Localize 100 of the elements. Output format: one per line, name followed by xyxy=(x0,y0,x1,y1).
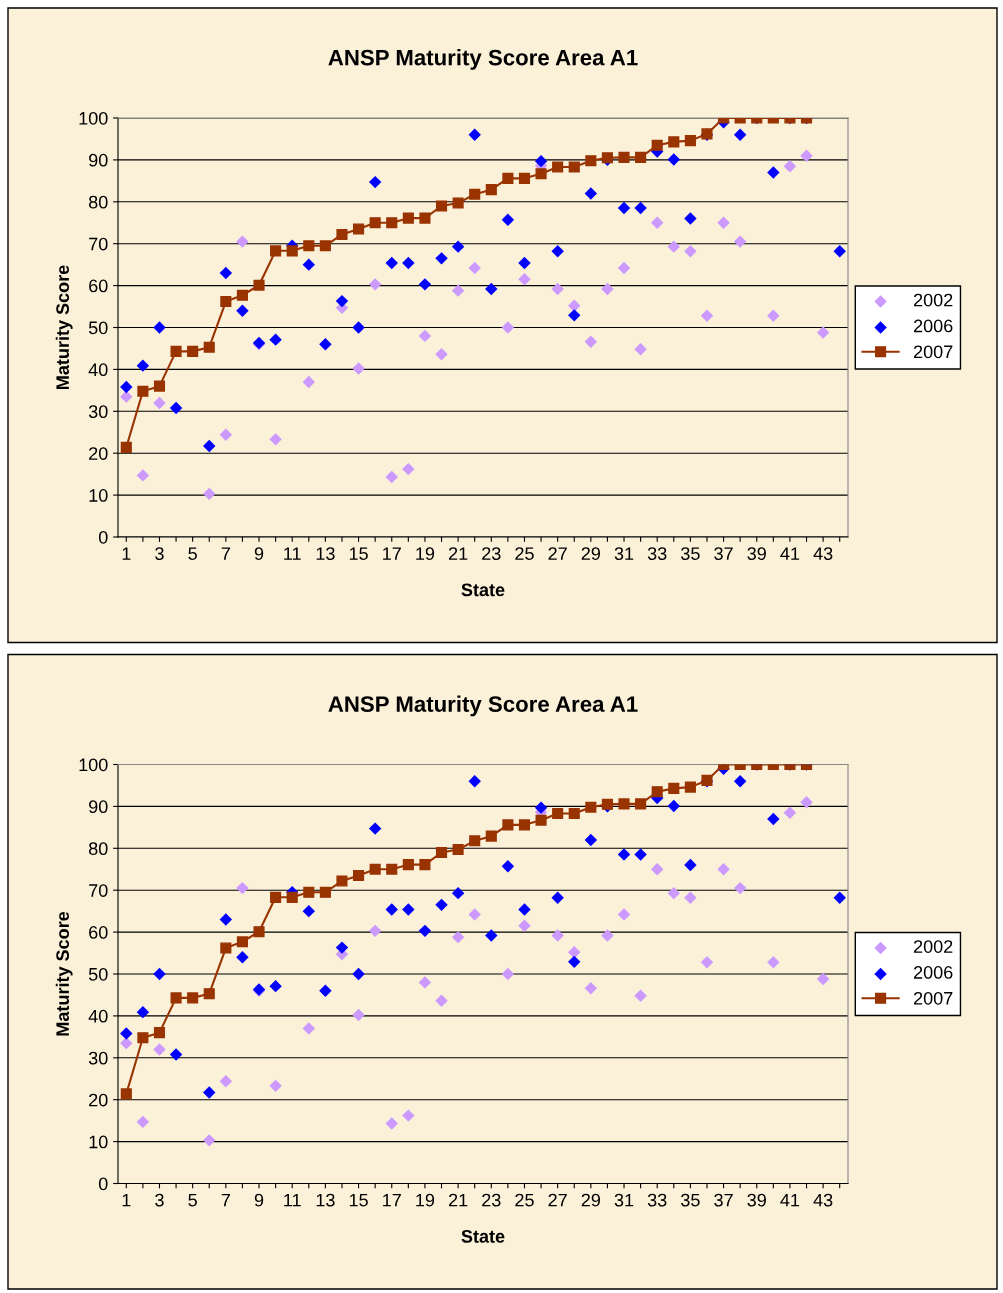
x-tick-label: 43 xyxy=(813,547,833,560)
point xyxy=(369,863,381,875)
point xyxy=(236,936,248,948)
x-tick-label: 3 xyxy=(155,1193,164,1207)
point xyxy=(153,380,166,392)
point xyxy=(302,375,316,389)
point xyxy=(551,891,564,904)
point xyxy=(634,201,647,215)
point xyxy=(353,869,365,882)
point xyxy=(468,261,481,275)
point xyxy=(335,294,349,308)
x-tick-label: 11 xyxy=(284,547,301,560)
point xyxy=(402,903,415,916)
point xyxy=(153,967,166,981)
point xyxy=(302,1022,316,1035)
point xyxy=(352,967,365,981)
point xyxy=(635,151,647,163)
point xyxy=(451,240,465,253)
point xyxy=(667,886,681,900)
x-tick-label: 33 xyxy=(647,547,667,560)
point xyxy=(617,848,631,861)
point xyxy=(667,153,681,166)
point xyxy=(552,807,564,820)
point xyxy=(402,256,415,270)
point xyxy=(501,213,515,227)
point xyxy=(617,908,631,921)
point xyxy=(269,979,282,993)
point xyxy=(800,149,813,162)
legend-label: 2007 xyxy=(913,345,953,359)
point xyxy=(120,1036,133,1050)
point xyxy=(435,994,448,1008)
point xyxy=(617,201,631,215)
y-tick-label: 90 xyxy=(89,800,108,814)
point xyxy=(634,343,647,356)
chart-title: ANSP Maturity Score Area A1 xyxy=(328,695,638,717)
x-tick-label: 1 xyxy=(122,1193,131,1207)
point xyxy=(385,903,398,916)
point xyxy=(220,295,232,308)
y-tick-label: 0 xyxy=(98,530,108,544)
y-tick-label: 20 xyxy=(89,447,108,460)
point xyxy=(518,919,531,933)
point xyxy=(136,359,150,372)
point xyxy=(418,924,432,938)
point xyxy=(203,487,216,501)
point xyxy=(120,1027,133,1040)
x-tick-label: 3 xyxy=(155,547,164,560)
point xyxy=(170,345,182,357)
point xyxy=(385,256,398,270)
point xyxy=(667,799,681,813)
point xyxy=(568,807,580,820)
x-tick-label: 7 xyxy=(221,547,230,560)
chart-title: ANSP Maturity Score Area A1 xyxy=(328,49,638,70)
point xyxy=(236,304,249,317)
point xyxy=(733,881,747,895)
point xyxy=(568,161,580,173)
point xyxy=(419,212,431,224)
point xyxy=(302,258,316,271)
point xyxy=(286,891,298,903)
point xyxy=(485,929,498,942)
point xyxy=(717,216,730,229)
x-tick-label: 31 xyxy=(614,1193,634,1207)
y-tick-label: 60 xyxy=(89,279,108,293)
point xyxy=(833,245,846,258)
x-tick-label: 9 xyxy=(254,547,264,560)
point xyxy=(153,1027,166,1039)
x-tick-label: 17 xyxy=(383,1193,401,1207)
point xyxy=(236,289,248,301)
x-axis-title: State xyxy=(461,583,505,597)
point xyxy=(220,942,232,954)
point xyxy=(585,155,597,167)
point xyxy=(352,362,365,375)
point xyxy=(584,187,598,200)
point xyxy=(368,822,382,835)
point xyxy=(534,801,548,814)
point xyxy=(219,1075,233,1088)
x-tick-label: 19 xyxy=(416,1193,435,1207)
point xyxy=(352,1008,365,1022)
point xyxy=(236,235,249,248)
point xyxy=(650,863,664,876)
point xyxy=(767,812,780,826)
point xyxy=(136,1115,150,1129)
point xyxy=(435,348,448,361)
x-tick-label: 35 xyxy=(681,547,700,560)
y-tick-label: 0 xyxy=(98,1177,108,1191)
point xyxy=(535,814,547,826)
x-tick-label: 25 xyxy=(515,547,534,560)
point xyxy=(153,396,166,410)
point xyxy=(236,881,249,895)
point xyxy=(336,228,348,241)
point xyxy=(169,1048,183,1061)
point xyxy=(551,245,564,258)
point xyxy=(270,245,282,257)
x-tick-label: 9 xyxy=(254,1193,264,1207)
y-tick-label: 10 xyxy=(89,489,108,502)
point xyxy=(402,859,414,871)
point xyxy=(269,1079,282,1093)
point xyxy=(534,154,548,168)
point xyxy=(551,929,564,942)
point xyxy=(418,976,432,989)
point xyxy=(236,951,249,964)
